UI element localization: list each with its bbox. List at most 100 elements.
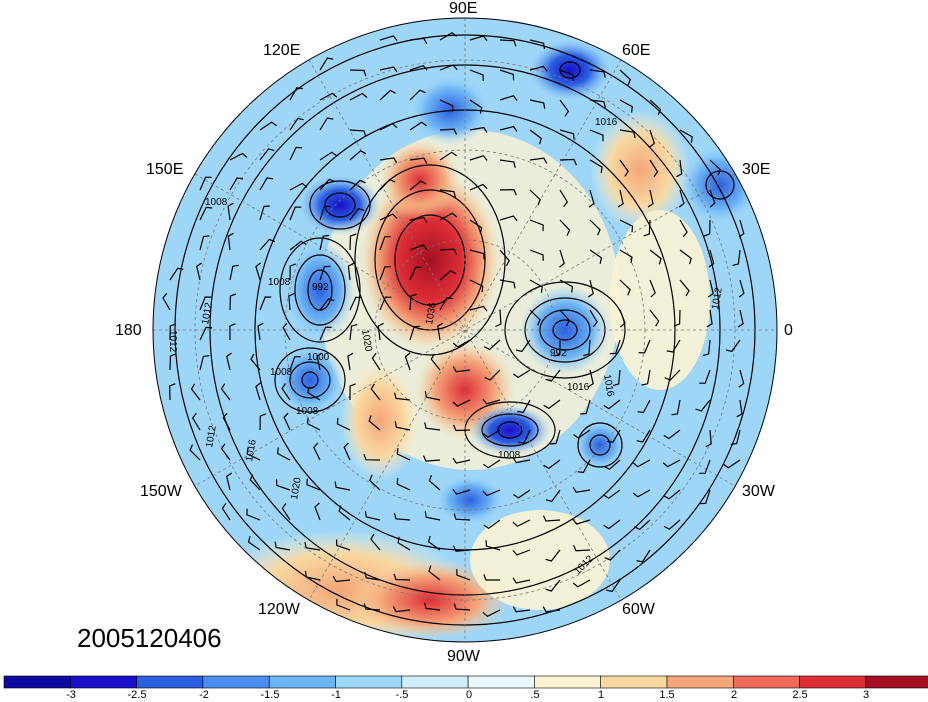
wind-barb — [422, 455, 441, 462]
wind-barb — [469, 183, 488, 191]
wind-barb — [603, 489, 621, 499]
colorbar-label: -.5 — [396, 689, 409, 701]
wind-barb — [453, 603, 471, 611]
lon-label-150w: 150W — [140, 483, 183, 500]
wind-barb — [289, 356, 301, 371]
wind-barb — [708, 249, 715, 268]
wind-barb — [404, 352, 411, 371]
wind-barb — [364, 571, 381, 581]
wind-barb — [705, 429, 712, 448]
isobar-label: 992 — [312, 282, 329, 293]
colorbar-label: -2 — [199, 689, 209, 701]
wind-barb — [649, 309, 660, 327]
colorbar-box — [865, 675, 928, 689]
wind-barb — [452, 489, 471, 495]
wind-barbs — [162, 31, 745, 618]
wind-barb — [377, 322, 384, 341]
wind-barb — [379, 122, 398, 131]
wind-barb — [409, 325, 421, 341]
wind-barb — [289, 87, 303, 101]
wind-barb — [379, 178, 396, 191]
isobar-label: 1000 — [307, 352, 330, 363]
wind-barb — [529, 279, 543, 293]
wind-barb — [409, 216, 428, 223]
wind-barb — [572, 518, 591, 525]
wind-barb — [587, 369, 594, 388]
wind-barb — [289, 240, 307, 251]
wind-barb — [363, 603, 381, 611]
wind-barb — [332, 575, 351, 583]
wind-barb — [259, 121, 277, 131]
wind-barb — [281, 383, 291, 401]
wind-barb — [619, 159, 629, 177]
wind-barb — [469, 99, 483, 114]
wind-barb — [512, 457, 531, 464]
wind-barb — [676, 159, 683, 178]
date-stamp: 2005120406 — [77, 623, 222, 653]
colorbar-box — [70, 675, 137, 689]
wind-barb — [499, 188, 517, 196]
wind-barb — [559, 249, 565, 268]
wind-barb — [589, 129, 604, 142]
wind-barb — [397, 536, 411, 551]
wind-barb — [349, 233, 357, 251]
wind-barb — [343, 442, 351, 461]
wind-barb — [604, 549, 621, 561]
colorbar-label: 1.5 — [659, 689, 674, 701]
wind-barb — [289, 146, 303, 161]
wind-barb — [545, 489, 561, 502]
lon-label-90w: 90W — [447, 648, 481, 665]
wind-barb — [229, 152, 248, 161]
wind-barb — [482, 609, 501, 618]
colorbar-box — [202, 675, 270, 689]
isobar-label: 1008 — [268, 277, 291, 288]
wind-barb — [349, 296, 362, 311]
wind-barb — [559, 279, 574, 293]
wind-barb — [469, 305, 488, 312]
wind-barb — [428, 474, 441, 491]
wind-barb — [583, 339, 591, 357]
wind-barb — [603, 459, 621, 470]
colorbar-box — [732, 675, 800, 689]
wind-barb — [577, 459, 591, 474]
wind-barb — [196, 262, 202, 281]
colorbar-label: -1 — [331, 689, 341, 701]
lon-label-180: 180 — [115, 322, 142, 339]
wind-barb — [483, 459, 501, 469]
wind-barb — [589, 159, 603, 174]
wind-barb — [289, 182, 308, 191]
wind-barb — [227, 232, 234, 251]
wind-barb — [649, 159, 659, 177]
lon-label-90e: 90E — [449, 0, 477, 17]
wind-barb — [368, 415, 381, 431]
wind-barb — [469, 126, 488, 133]
wind-barb — [732, 249, 741, 266]
wind-barb — [229, 323, 236, 341]
wind-barb — [619, 129, 636, 139]
wind-barb — [424, 602, 441, 611]
isobar-label: 1008 — [205, 197, 228, 208]
wind-barb — [452, 366, 471, 373]
wind-barb — [246, 508, 261, 521]
wind-barb — [559, 99, 570, 117]
wind-barb — [319, 265, 331, 281]
wind-barb — [347, 262, 354, 281]
wind-barb — [452, 457, 471, 464]
colorbar-label: 0 — [466, 689, 472, 701]
wind-barb — [649, 99, 662, 116]
wind-barb — [247, 535, 261, 551]
wind-barb — [319, 178, 335, 191]
wind-barb — [499, 39, 517, 47]
wind-barb — [499, 69, 515, 81]
wind-barb — [250, 353, 261, 371]
wind-barb — [229, 177, 244, 191]
wind-barb — [617, 189, 624, 208]
wind-barb — [409, 157, 428, 164]
wind-barb — [619, 99, 633, 113]
wind-barb — [529, 65, 548, 72]
lon-label-120e: 120E — [263, 42, 300, 59]
colorbar-box — [268, 675, 336, 689]
wind-barb — [589, 309, 598, 328]
isobar-label: 1012 — [200, 301, 215, 325]
